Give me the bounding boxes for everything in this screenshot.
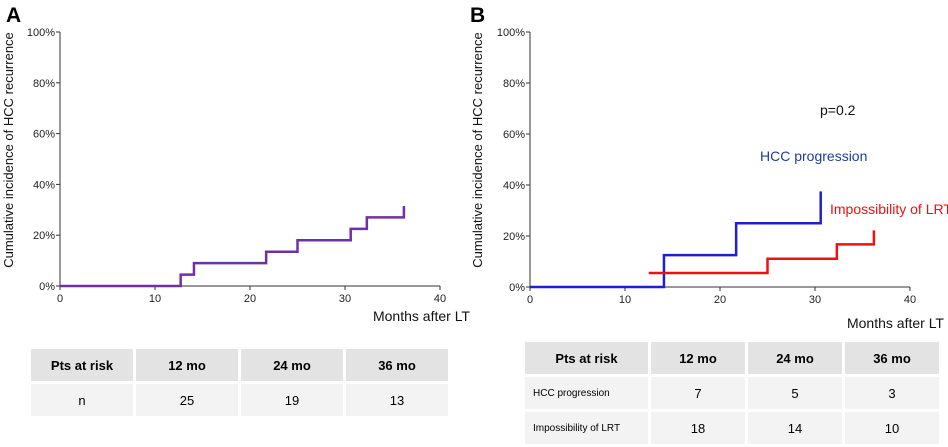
table-row: n 25 19 13 (31, 384, 448, 416)
p-value-annotation: p=0.2 (820, 102, 856, 118)
y-tick-label: 0% (509, 282, 525, 294)
legend-hcc-progression: HCC progression (760, 148, 867, 164)
table-cell: 13 (346, 384, 448, 416)
series-line-impossibility-of-lrt (648, 230, 876, 275)
x-tick-label: 30 (339, 293, 351, 305)
row-label: Impossibility of LRT (525, 412, 648, 444)
y-tick-label: 100% (497, 27, 525, 39)
table-header-24mo: 24 mo (241, 349, 343, 381)
table-header-label: Pts at risk (525, 342, 648, 374)
y-tick-label: 20% (33, 230, 55, 242)
table-header-label: Pts at risk (31, 349, 133, 381)
panel-b-letter: B (470, 4, 485, 27)
table-header-row: Pts at risk 12 mo 24 mo 36 mo (31, 349, 448, 381)
y-tick-label: 0% (39, 281, 55, 293)
x-tick-label: 20 (714, 294, 726, 306)
table-row: HCC progression 7 5 3 (525, 377, 939, 409)
table-header-36mo: 36 mo (845, 342, 939, 374)
figure-canvas: A B 0%20%40%60%80%100% 0 10 20 30 40 Cumulat… (1, 4, 948, 331)
table-header-12mo: 12 mo (651, 342, 745, 374)
x-tick-label: 40 (904, 294, 916, 306)
row-label: HCC progression (525, 377, 648, 409)
x-tick-label: 20 (244, 293, 256, 305)
table-header-12mo: 12 mo (136, 349, 238, 381)
table-header-36mo: 36 mo (346, 349, 448, 381)
y-tick-label: 40% (33, 179, 55, 191)
panel-a-letter: A (6, 4, 21, 27)
y-tick-label: 60% (503, 129, 525, 141)
table-cell: 10 (845, 412, 939, 444)
series-line-hcc-progression (530, 191, 822, 289)
risk-table-b: Pts at risk 12 mo 24 mo 36 mo HCC progre… (522, 339, 942, 447)
y-tick-label: 40% (503, 180, 525, 192)
y-tick-label: 60% (33, 129, 55, 141)
y-tick-label: 20% (503, 231, 525, 243)
x-tick-label: 30 (809, 294, 821, 306)
panel-a-y-axis-label: Cumulative incidence of HCC recurrence (1, 32, 16, 268)
row-label: n (31, 384, 133, 416)
table-cell: 25 (136, 384, 238, 416)
x-tick-label: 40 (434, 293, 446, 305)
series-line-all-patients (60, 205, 406, 288)
table-cell: 5 (748, 377, 842, 409)
panel-b-x-axis-label: Months after LT (847, 315, 944, 331)
table-cell: 18 (651, 412, 745, 444)
panel-b-y-axis-label: Cumulative incidence of HCC recurrence (470, 32, 485, 268)
panel-b-plot: 0% 20% 40% 60% 80% 100% 0 10 20 30 40 Cumulative … (470, 27, 948, 331)
panel-a-x-axis-label: Months after LT (373, 308, 470, 324)
x-tick-label: 0 (57, 293, 63, 305)
table-cell: 7 (651, 377, 745, 409)
panel-a-plot: 0% 20% 40% 60% 80% 100% 0 10 20 30 40 Cumulative … (1, 27, 470, 324)
y-tick-label: 80% (33, 78, 55, 90)
x-tick-label: 10 (149, 293, 161, 305)
table-header-24mo: 24 mo (748, 342, 842, 374)
risk-table-a: Pts at risk 12 mo 24 mo 36 mo n 25 19 13 (28, 346, 451, 419)
x-tick-label: 0 (527, 294, 533, 306)
y-tick-label: 80% (503, 78, 525, 90)
table-cell: 3 (845, 377, 939, 409)
table-cell: 14 (748, 412, 842, 444)
legend-impossibility-of-lrt: Impossibility of LRT (830, 201, 948, 217)
y-tick-label: 100% (27, 27, 55, 39)
table-header-row: Pts at risk 12 mo 24 mo 36 mo (525, 342, 939, 374)
table-cell: 19 (241, 384, 343, 416)
x-tick-label: 10 (619, 294, 631, 306)
table-row: Impossibility of LRT 18 14 10 (525, 412, 939, 444)
